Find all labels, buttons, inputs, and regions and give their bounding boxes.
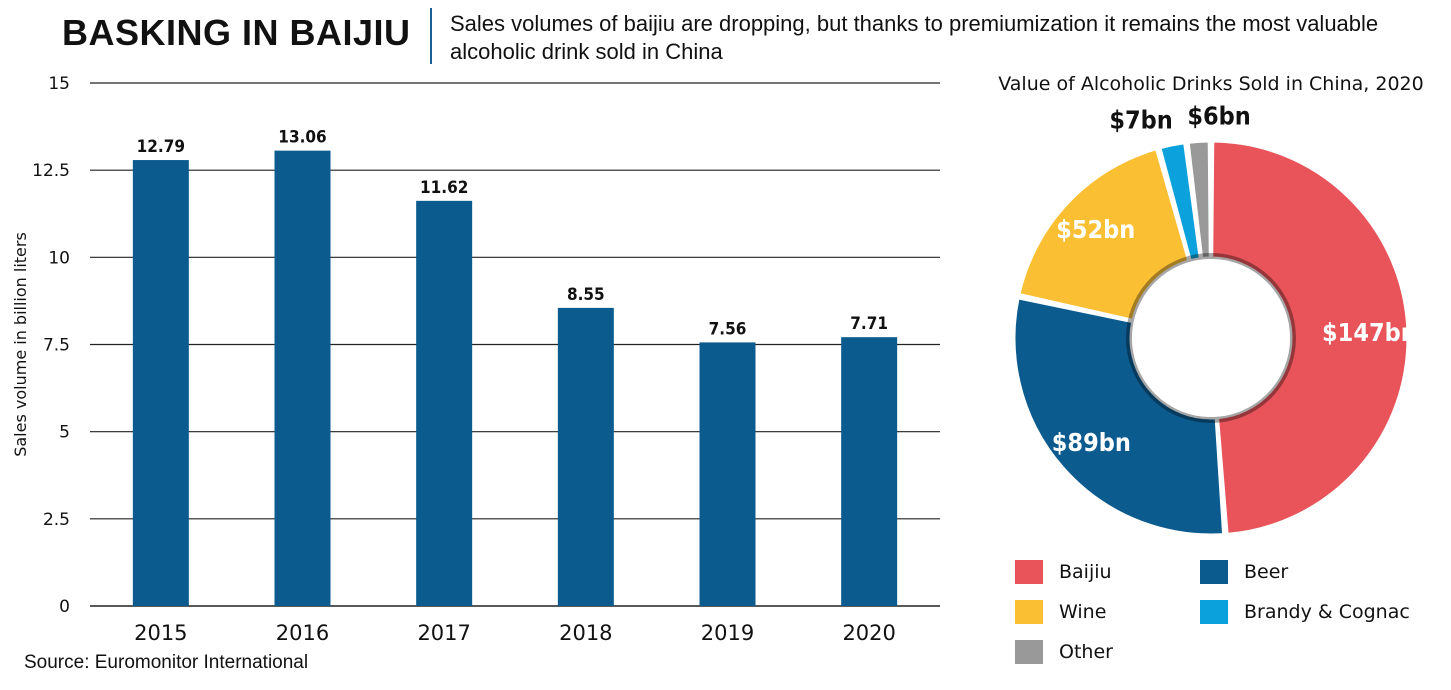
y-tick-label: 0 bbox=[59, 597, 70, 617]
bar bbox=[132, 160, 189, 606]
x-tick-label: 2019 bbox=[701, 621, 754, 645]
legend-item-brandy: Brandy & Cognac bbox=[1200, 600, 1410, 624]
legend-label-wine: Wine bbox=[1059, 601, 1107, 623]
slice-value-label: $7bn bbox=[1109, 105, 1172, 134]
bar bbox=[841, 337, 898, 606]
y-tick-label: 5 bbox=[59, 423, 70, 443]
legend-label-baijiu: Baijiu bbox=[1059, 561, 1112, 583]
bar-data-label: 11.62 bbox=[420, 178, 468, 198]
source-note: Source: Euromonitor International bbox=[24, 652, 309, 673]
donut-slice-other bbox=[1186, 139, 1212, 261]
y-axis-label: Sales volume in billion liters bbox=[11, 232, 30, 457]
bar bbox=[274, 150, 331, 606]
legend-swatch-baijiu bbox=[1015, 560, 1043, 584]
legend-item-wine: Wine bbox=[1015, 600, 1106, 624]
legend-item-beer: Beer bbox=[1200, 560, 1288, 584]
donut-hole bbox=[1132, 259, 1290, 417]
bar-data-label: 13.06 bbox=[278, 128, 326, 148]
legend-label-brandy: Brandy & Cognac bbox=[1244, 601, 1410, 623]
chart-subtitle: Sales volumes of baijiu are dropping, bu… bbox=[450, 11, 1379, 64]
bar bbox=[416, 200, 473, 606]
slice-value-label: $147bn bbox=[1322, 318, 1417, 347]
x-tick-label: 2017 bbox=[417, 621, 470, 645]
y-tick-label: 10 bbox=[48, 248, 70, 268]
x-tick-label: 2020 bbox=[842, 621, 895, 645]
donut-hole-shadow bbox=[1126, 253, 1296, 423]
donut-slice-beer bbox=[1012, 296, 1226, 537]
legend-label-other: Other bbox=[1059, 641, 1113, 663]
legend-swatch-beer bbox=[1200, 560, 1228, 584]
bar-data-label: 12.79 bbox=[137, 137, 185, 157]
slice-value-label: $6bn bbox=[1187, 101, 1250, 130]
bar-data-label: 7.71 bbox=[850, 314, 888, 334]
bar-data-label: 8.55 bbox=[567, 285, 605, 305]
slice-value-label: $52bn bbox=[1056, 215, 1135, 244]
donut-title: Value of Alcoholic Drinks Sold in China,… bbox=[998, 73, 1423, 95]
y-tick-label: 12.5 bbox=[32, 161, 70, 181]
x-tick-label: 2018 bbox=[559, 621, 612, 645]
bar-data-label: 7.56 bbox=[709, 319, 747, 339]
legend-item-other: Other bbox=[1015, 640, 1113, 664]
y-tick-label: 7.5 bbox=[43, 336, 70, 356]
donut-slice-baijiu bbox=[1210, 139, 1410, 536]
legend-swatch-other bbox=[1015, 640, 1043, 664]
y-tick-label: 15 bbox=[48, 74, 70, 94]
donut-slice-wine bbox=[1017, 146, 1191, 323]
legend-label-beer: Beer bbox=[1244, 561, 1289, 583]
bar-chart: 0 2.5 5 7.5 10 12.5 15 12.79 2015 13.06 2016 11.62 2… bbox=[11, 74, 940, 645]
slice-value-label: $89bn bbox=[1052, 428, 1131, 457]
pie-legend: Baijiu Beer Wine Brandy & Cognac Other bbox=[1015, 560, 1435, 680]
x-tick-label: 2015 bbox=[134, 621, 187, 645]
legend-swatch-brandy bbox=[1200, 600, 1228, 624]
legend-item-baijiu: Baijiu bbox=[1015, 560, 1112, 584]
x-tick-label: 2016 bbox=[276, 621, 329, 645]
title-divider bbox=[430, 8, 432, 64]
chart-title: BASKING IN BAIJIU bbox=[62, 12, 411, 53]
donut-chart: Value of Alcoholic Drinks Sold in China,… bbox=[998, 73, 1424, 537]
y-tick-label: 2.5 bbox=[43, 510, 70, 530]
bar bbox=[699, 342, 756, 606]
bar bbox=[557, 307, 614, 606]
legend-swatch-wine bbox=[1015, 600, 1043, 624]
